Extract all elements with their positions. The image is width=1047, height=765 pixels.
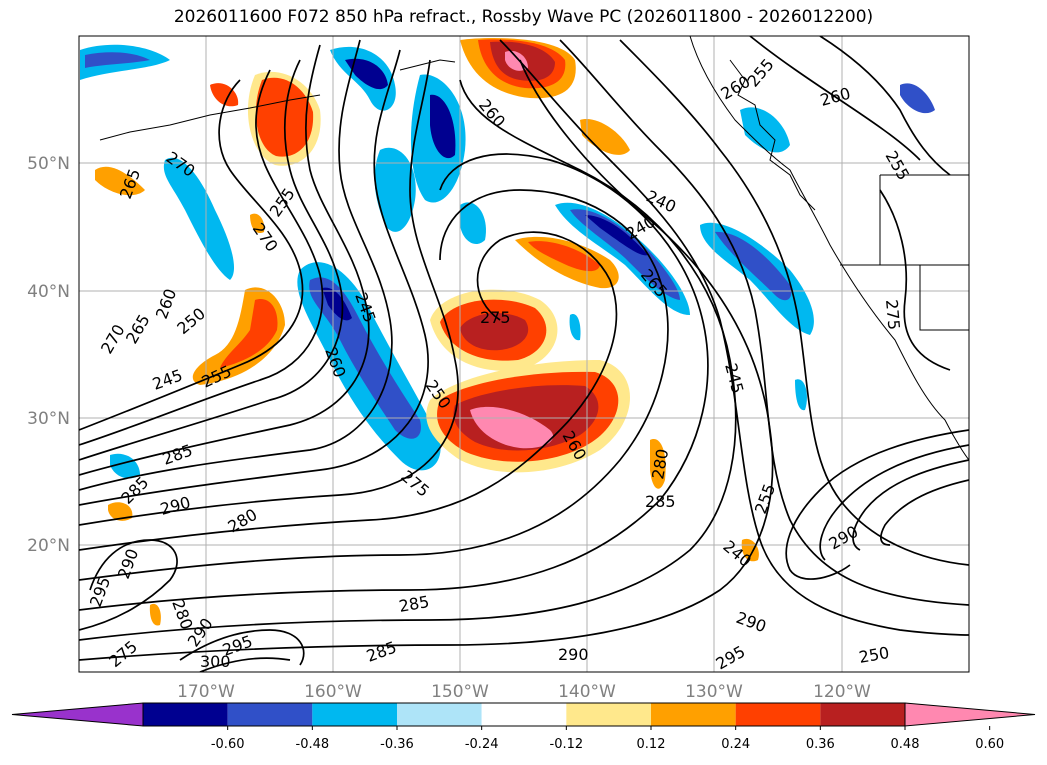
positive-band bbox=[470, 406, 554, 449]
colorbar-swatch bbox=[397, 703, 482, 726]
contour-label: 290 bbox=[114, 546, 142, 581]
colorbar-tick-label: 0.48 bbox=[891, 737, 920, 752]
negative-band bbox=[795, 379, 807, 411]
contour-label: 250 bbox=[173, 304, 209, 338]
contour-label: 275 bbox=[480, 308, 511, 327]
colorbar-tick-label: -0.12 bbox=[550, 737, 584, 752]
colorbar-tick-label: 0.36 bbox=[806, 737, 835, 752]
colorbar-tick-label: -0.60 bbox=[211, 737, 245, 752]
colorbar-swatch bbox=[143, 703, 228, 726]
contour-label: 285 bbox=[645, 492, 676, 511]
colorbar-swatch bbox=[820, 703, 905, 726]
contour-label: 250 bbox=[857, 643, 890, 667]
positive-band bbox=[250, 213, 265, 234]
colorbar-extend-high bbox=[904, 702, 1036, 727]
plot-frame bbox=[78, 35, 970, 673]
negative-band bbox=[163, 157, 235, 280]
contour-label: 285 bbox=[117, 473, 152, 508]
negative-band bbox=[374, 147, 416, 232]
negative-band bbox=[110, 453, 140, 479]
colorbar-tick-label: -0.36 bbox=[380, 737, 414, 752]
contour-label: 255 bbox=[266, 184, 299, 220]
contour-label: 265 bbox=[122, 311, 154, 347]
latitude-labels: 50°N 40°N 30°N 20°N bbox=[27, 154, 70, 556]
colorbar-tick-label: -0.48 bbox=[296, 737, 330, 752]
positive-band bbox=[210, 83, 239, 107]
lat-label: 20°N bbox=[27, 536, 70, 556]
contour-label: 285 bbox=[160, 440, 195, 468]
contour-label: 285 bbox=[364, 637, 399, 665]
negative-band bbox=[85, 52, 150, 68]
negative-band bbox=[570, 209, 680, 300]
negative-band bbox=[569, 314, 581, 341]
colorbar-tick-label: 0.12 bbox=[637, 737, 666, 752]
colorbar-swatch bbox=[227, 703, 313, 726]
positive-band bbox=[108, 502, 133, 521]
colorbar-swatch bbox=[566, 703, 651, 726]
negative-band bbox=[322, 287, 352, 321]
positive-band bbox=[650, 439, 666, 489]
coastlines bbox=[99, 36, 969, 461]
colorbar-frame bbox=[142, 702, 906, 727]
contour-label: 275 bbox=[105, 637, 141, 671]
lon-label: 160°W bbox=[304, 682, 362, 702]
contour-label: 290 bbox=[734, 608, 769, 636]
colorbar-tick-label: 0.60 bbox=[975, 737, 1004, 752]
contour-label: 280 bbox=[648, 447, 672, 480]
lat-label: 50°N bbox=[27, 154, 70, 174]
negative-band bbox=[900, 83, 935, 114]
positive-band bbox=[580, 119, 630, 155]
contour-label: 290 bbox=[558, 645, 589, 664]
lon-label: 120°W bbox=[813, 682, 871, 702]
contour-label: 255 bbox=[882, 148, 914, 184]
contour-label: 295 bbox=[86, 574, 114, 609]
contour-label: 275 bbox=[397, 467, 433, 501]
positive-band bbox=[220, 299, 278, 368]
colorbar-swatch bbox=[481, 703, 567, 726]
lon-label: 150°W bbox=[431, 682, 489, 702]
lon-label: 170°W bbox=[177, 682, 235, 702]
colorbar-extend-low bbox=[11, 702, 144, 727]
contour-label: 290 bbox=[158, 493, 192, 519]
negative-band bbox=[700, 222, 814, 335]
colorbar-tick-label: 0.24 bbox=[721, 737, 750, 752]
contour-label: 260 bbox=[475, 95, 509, 131]
positive-band bbox=[460, 313, 529, 351]
colorbar-swatch bbox=[312, 703, 397, 726]
colorbar-swatch bbox=[651, 703, 736, 726]
lat-label: 30°N bbox=[27, 409, 70, 429]
contour-label: 275 bbox=[882, 299, 904, 331]
colorbar-swatch bbox=[735, 703, 821, 726]
contour-label: 300 bbox=[200, 652, 231, 671]
contour-label: 295 bbox=[713, 642, 749, 674]
longitude-labels: 170°W 160°W 150°W 140°W 130°W 120°W bbox=[177, 682, 871, 702]
negative-band bbox=[460, 202, 486, 245]
positive-band bbox=[149, 603, 161, 626]
colorbar-tick-label: -0.24 bbox=[465, 737, 499, 752]
lat-label: 40°N bbox=[27, 282, 70, 302]
contour-label: 285 bbox=[397, 592, 430, 616]
lon-label: 140°W bbox=[558, 682, 616, 702]
map-title: 2026011600 F072 850 hPa refract., Rossby… bbox=[173, 7, 874, 27]
contour-label: 245 bbox=[721, 361, 747, 395]
negative-band bbox=[345, 58, 388, 90]
positive-band bbox=[95, 166, 145, 196]
positive-band bbox=[528, 241, 600, 272]
negative-band bbox=[585, 215, 648, 256]
contour-lines bbox=[79, 36, 969, 672]
contour-label: 255 bbox=[751, 481, 779, 516]
lon-label: 130°W bbox=[685, 682, 743, 702]
colorbar: -0.60 -0.48 -0.36 -0.24 -0.12 0.12 0.24 0.36 0.4… bbox=[11, 702, 1036, 752]
negative-band bbox=[430, 94, 456, 159]
